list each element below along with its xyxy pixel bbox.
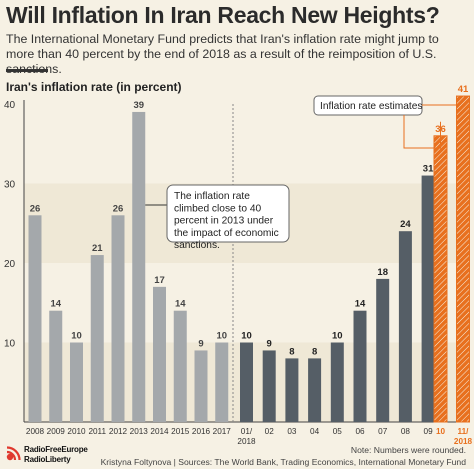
- bar-value-label: 8: [289, 346, 294, 357]
- bar-yearly: [111, 215, 125, 422]
- callout-text: The inflation rate: [174, 191, 250, 202]
- bar-value-label: 39: [133, 100, 144, 111]
- x-tick-label: 2017: [213, 427, 232, 436]
- bar-value-label: 10: [71, 331, 82, 342]
- x-tick-label: 07: [378, 427, 388, 436]
- bar-value-label: 18: [377, 267, 388, 278]
- x-tick-label: 2014: [150, 427, 169, 436]
- grid-band: [24, 104, 470, 184]
- bar-value-label: 21: [92, 243, 103, 254]
- estimates-pointer: [403, 115, 441, 149]
- x-tick-label: 2012: [109, 427, 128, 436]
- callout-box: [166, 184, 290, 243]
- y-tick-label: 20: [4, 259, 16, 270]
- bar-value-label: 9: [267, 338, 272, 349]
- bar-monthly: [308, 358, 322, 422]
- x-tick-label: 11/: [458, 427, 470, 436]
- y-tick-label: 10: [4, 339, 16, 350]
- x-tick-label: 02: [265, 427, 275, 436]
- bar-value-label: 31: [423, 164, 434, 175]
- bar-monthly: [262, 350, 276, 422]
- footer-note: Note: Numbers were rounded.: [350, 445, 466, 455]
- x-tick-label: 01/: [241, 427, 253, 436]
- bar-value-label: 9: [198, 338, 203, 349]
- x-tick-label: 04: [310, 427, 320, 436]
- x-tick-label: 05: [333, 427, 343, 436]
- bar-monthly: [421, 175, 435, 422]
- page-title: Will Inflation In Iran Reach New Heights…: [6, 2, 440, 28]
- footer-sources: Kristyna Foltynova | Sources: The World …: [100, 457, 466, 467]
- x-tick-label: 2011: [88, 427, 106, 436]
- x-tick-label: 2018: [237, 437, 256, 446]
- bar-value-label: 10: [241, 331, 252, 342]
- x-tick-label: 09: [424, 427, 434, 436]
- rferl-logo: RadioFreeEurope RadioLiberty: [4, 443, 114, 469]
- bar-yearly: [132, 111, 146, 422]
- x-tick-label: 10: [436, 427, 446, 436]
- x-tick-label: 2010: [67, 427, 86, 436]
- bar-yearly: [153, 286, 166, 422]
- bar-value-label: 41: [458, 84, 469, 95]
- bar-monthly: [353, 310, 367, 422]
- x-tick-label: 2009: [47, 427, 66, 436]
- bar-value-label: 26: [113, 203, 124, 214]
- bar-value-label: 14: [50, 299, 61, 310]
- chart-title: Iran's inflation rate (in percent): [6, 80, 182, 94]
- bar-value-label: 8: [312, 346, 317, 357]
- estimates-label-text: Inflation rate estimates: [320, 101, 423, 112]
- bar-value-label: 24: [400, 219, 411, 230]
- bar-yearly: [49, 310, 63, 422]
- rferl-logo-icon: [6, 446, 21, 461]
- y-tick-label: 30: [4, 180, 16, 191]
- bar-yearly: [173, 310, 187, 422]
- x-tick-label: 2016: [192, 427, 211, 436]
- bar-yearly: [90, 255, 104, 422]
- bar-value-label: 10: [216, 331, 227, 342]
- x-tick-label: 2018: [454, 437, 473, 446]
- rferl-logo-text: RadioFreeEurope RadioLiberty: [24, 445, 88, 464]
- bar-monthly: [240, 342, 253, 422]
- bar-yearly: [70, 342, 83, 422]
- x-tick-label: 08: [401, 427, 411, 436]
- x-tick-label: 03: [287, 427, 297, 436]
- bar-monthly: [376, 278, 390, 422]
- bar-value-label: 14: [175, 299, 186, 310]
- bar-value-label: 17: [154, 275, 165, 286]
- x-tick-label: 2013: [130, 427, 149, 436]
- page-subtitle: The International Monetary Fund predicts…: [6, 32, 439, 76]
- bar-yearly: [194, 350, 208, 422]
- x-tick-label: 2015: [171, 427, 190, 436]
- bar-monthly: [398, 231, 412, 422]
- bar-yearly: [28, 215, 42, 422]
- bar-estimate: [456, 95, 470, 423]
- callout-text: percent in 2013 under: [174, 216, 274, 227]
- bar-monthly: [285, 358, 299, 422]
- callout-text: sanctions.: [174, 240, 220, 251]
- bar-value-label: 14: [355, 299, 366, 310]
- bar-yearly: [215, 342, 229, 422]
- title-rule: [6, 69, 48, 72]
- x-tick-label: 2008: [26, 427, 45, 436]
- bar-value-label: 10: [332, 331, 343, 342]
- bar-value-label: 26: [30, 203, 41, 214]
- callout-text: climbed close to 40: [174, 203, 262, 214]
- bar-monthly: [330, 342, 344, 422]
- x-tick-label: 06: [355, 427, 365, 436]
- bar-estimate: [433, 135, 448, 423]
- y-tick-label: 40: [4, 100, 16, 111]
- callout-text: the impact of economic: [174, 228, 279, 239]
